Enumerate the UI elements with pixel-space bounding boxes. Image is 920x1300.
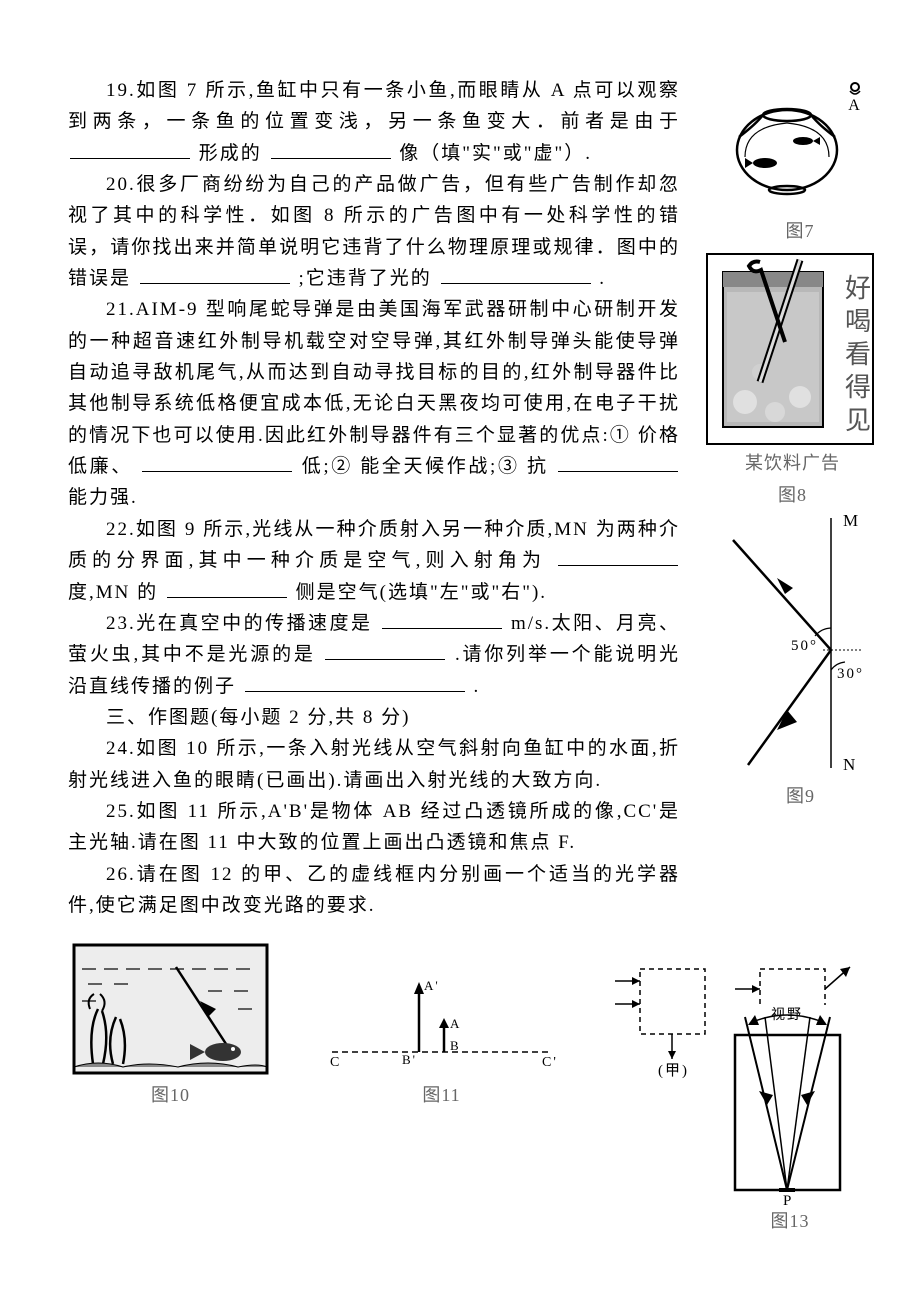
q20-text-b: ;它违背了光的 [299,268,432,289]
svg-text:C': C' [542,1055,558,1070]
q20-text-c: . [599,268,606,289]
q23-blank-1 [382,608,502,629]
question-25: 25.如图 11 所示,A'B'是物体 AB 经过凸透镜所成的像,CC'是主光轴… [68,796,860,859]
q22-blank-1 [558,545,678,566]
svg-text:A: A [450,1016,461,1031]
figure-11: C C' A B A' B' 图11 [324,974,559,1111]
q22-blank-2 [167,577,287,598]
figure-13-svg: 视野 P [715,1005,860,1205]
q20-blank-1 [140,263,290,284]
svg-text:B: B [450,1038,461,1053]
question-20: 20.很多厂商纷纷为自己的产品做广告，但有些广告制作却忽视了其中的科学性．如图 … [68,169,860,294]
q21-blank-1 [142,451,292,472]
question-23: 23.光在真空中的传播速度是 m/s.太阳、月亮、萤火虫,其中不是光源的是 .请… [68,608,860,702]
figure-10-svg [68,939,273,1079]
q22-text-b: 度,MN 的 [68,582,158,603]
svg-text:(甲): (甲) [658,1063,689,1079]
figure-13-caption: 图13 [715,1207,865,1237]
svg-text:视野: 视野 [771,1007,803,1023]
svg-text:B': B' [402,1052,417,1067]
q19-blank-1 [70,138,190,159]
main-text: 19.如图 7 所示,鱼缸中只有一条小鱼,而眼睛从 A 点可以观察到两条，一条鱼… [68,75,860,921]
question-26: 26.请在图 12 的甲、乙的虚线框内分别画一个适当的光学器件,使它满足图中改变… [68,859,860,922]
q21-text-c: 能力强. [68,487,138,508]
q23-text-d: . [474,676,481,697]
q23-text-a: 23.光在真空中的传播速度是 [106,613,372,634]
figure-13: 视野 P 图13 [715,1005,865,1237]
svg-text:P: P [783,1193,793,1205]
svg-text:C: C [330,1055,341,1070]
figure-11-svg: C C' A B A' B' [324,974,559,1079]
question-22: 22.如图 9 所示,光线从一种介质射入另一种介质,MN 为两种介质的分界面,其… [68,514,860,608]
section-3-title: 三、作图题(每小题 2 分,共 8 分) [68,702,860,733]
figure-10-caption: 图10 [68,1081,273,1111]
q20-blank-2 [441,263,591,284]
q21-text-b: 低;② 能全天候作战;③ 抗 [302,456,549,477]
question-19: 19.如图 7 所示,鱼缸中只有一条小鱼,而眼睛从 A 点可以观察到两条，一条鱼… [68,75,860,169]
q23-blank-2 [325,639,445,660]
figure-10: 图10 [68,939,273,1111]
q19-text-b: 形成的 [199,143,262,164]
question-24: 24.如图 10 所示,一条入射光线从空气斜射向鱼缸中的水面,折射光线进入鱼的眼… [68,733,860,796]
q19-text-a: 19.如图 7 所示,鱼缸中只有一条小鱼,而眼睛从 A 点可以观察到两条，一条鱼… [68,80,680,132]
q21-blank-2 [558,451,678,472]
q22-text-c: 侧是空气(选填"左"或"右"). [296,582,547,603]
q19-blank-2 [271,138,391,159]
q19-text-c: 像（填"实"或"虚"）. [399,143,592,164]
figure-11-caption: 图11 [324,1081,559,1111]
q23-blank-3 [245,671,465,692]
question-21: 21.AIM-9 型响尾蛇导弹是由美国海军武器研制中心研制开发的一种超音速红外制… [68,294,860,513]
svg-text:A': A' [424,978,440,993]
